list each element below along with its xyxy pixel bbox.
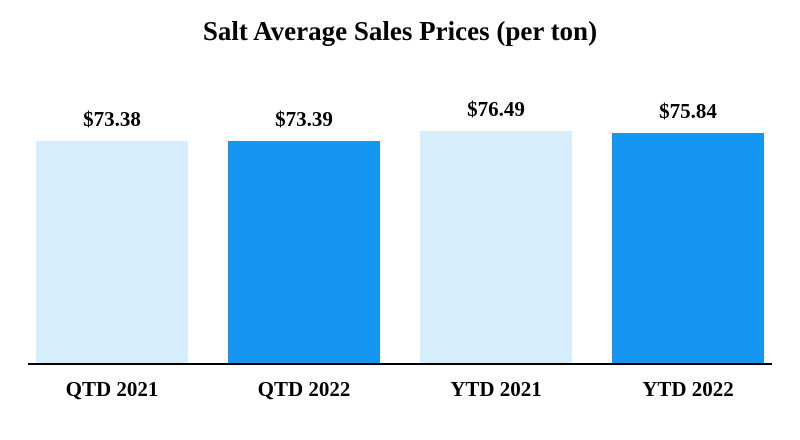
bar-group-qtd-2022: $73.39 <box>228 83 380 363</box>
bar-group-ytd-2022: $75.84 <box>612 83 764 363</box>
bar-group-ytd-2021: $76.49 <box>420 83 572 363</box>
category-label-ytd-2021: YTD 2021 <box>450 377 542 401</box>
value-label-ytd-2021: $76.49 <box>467 97 525 121</box>
plot-area: $73.38 $73.39 $76.49 $75.84 <box>0 83 800 363</box>
bar-group-qtd-2021: $73.38 <box>36 83 188 363</box>
bar-qtd-2022 <box>228 141 380 363</box>
bar-qtd-2021 <box>36 141 188 363</box>
bar-ytd-2022 <box>612 133 764 363</box>
x-axis-baseline <box>28 363 772 365</box>
value-label-qtd-2021: $73.38 <box>83 107 141 131</box>
category-label-qtd-2022: QTD 2022 <box>257 377 351 401</box>
category-label-ytd-2022: YTD 2022 <box>642 377 734 401</box>
value-label-qtd-2022: $73.39 <box>275 107 333 131</box>
chart-title: Salt Average Sales Prices (per ton) <box>202 16 598 46</box>
category-label-qtd-2021: QTD 2021 <box>65 377 159 401</box>
value-label-ytd-2022: $75.84 <box>659 99 717 123</box>
bar-ytd-2021 <box>420 131 572 363</box>
category-axis: QTD 2021 QTD 2022 YTD 2021 YTD 2022 <box>0 377 800 402</box>
